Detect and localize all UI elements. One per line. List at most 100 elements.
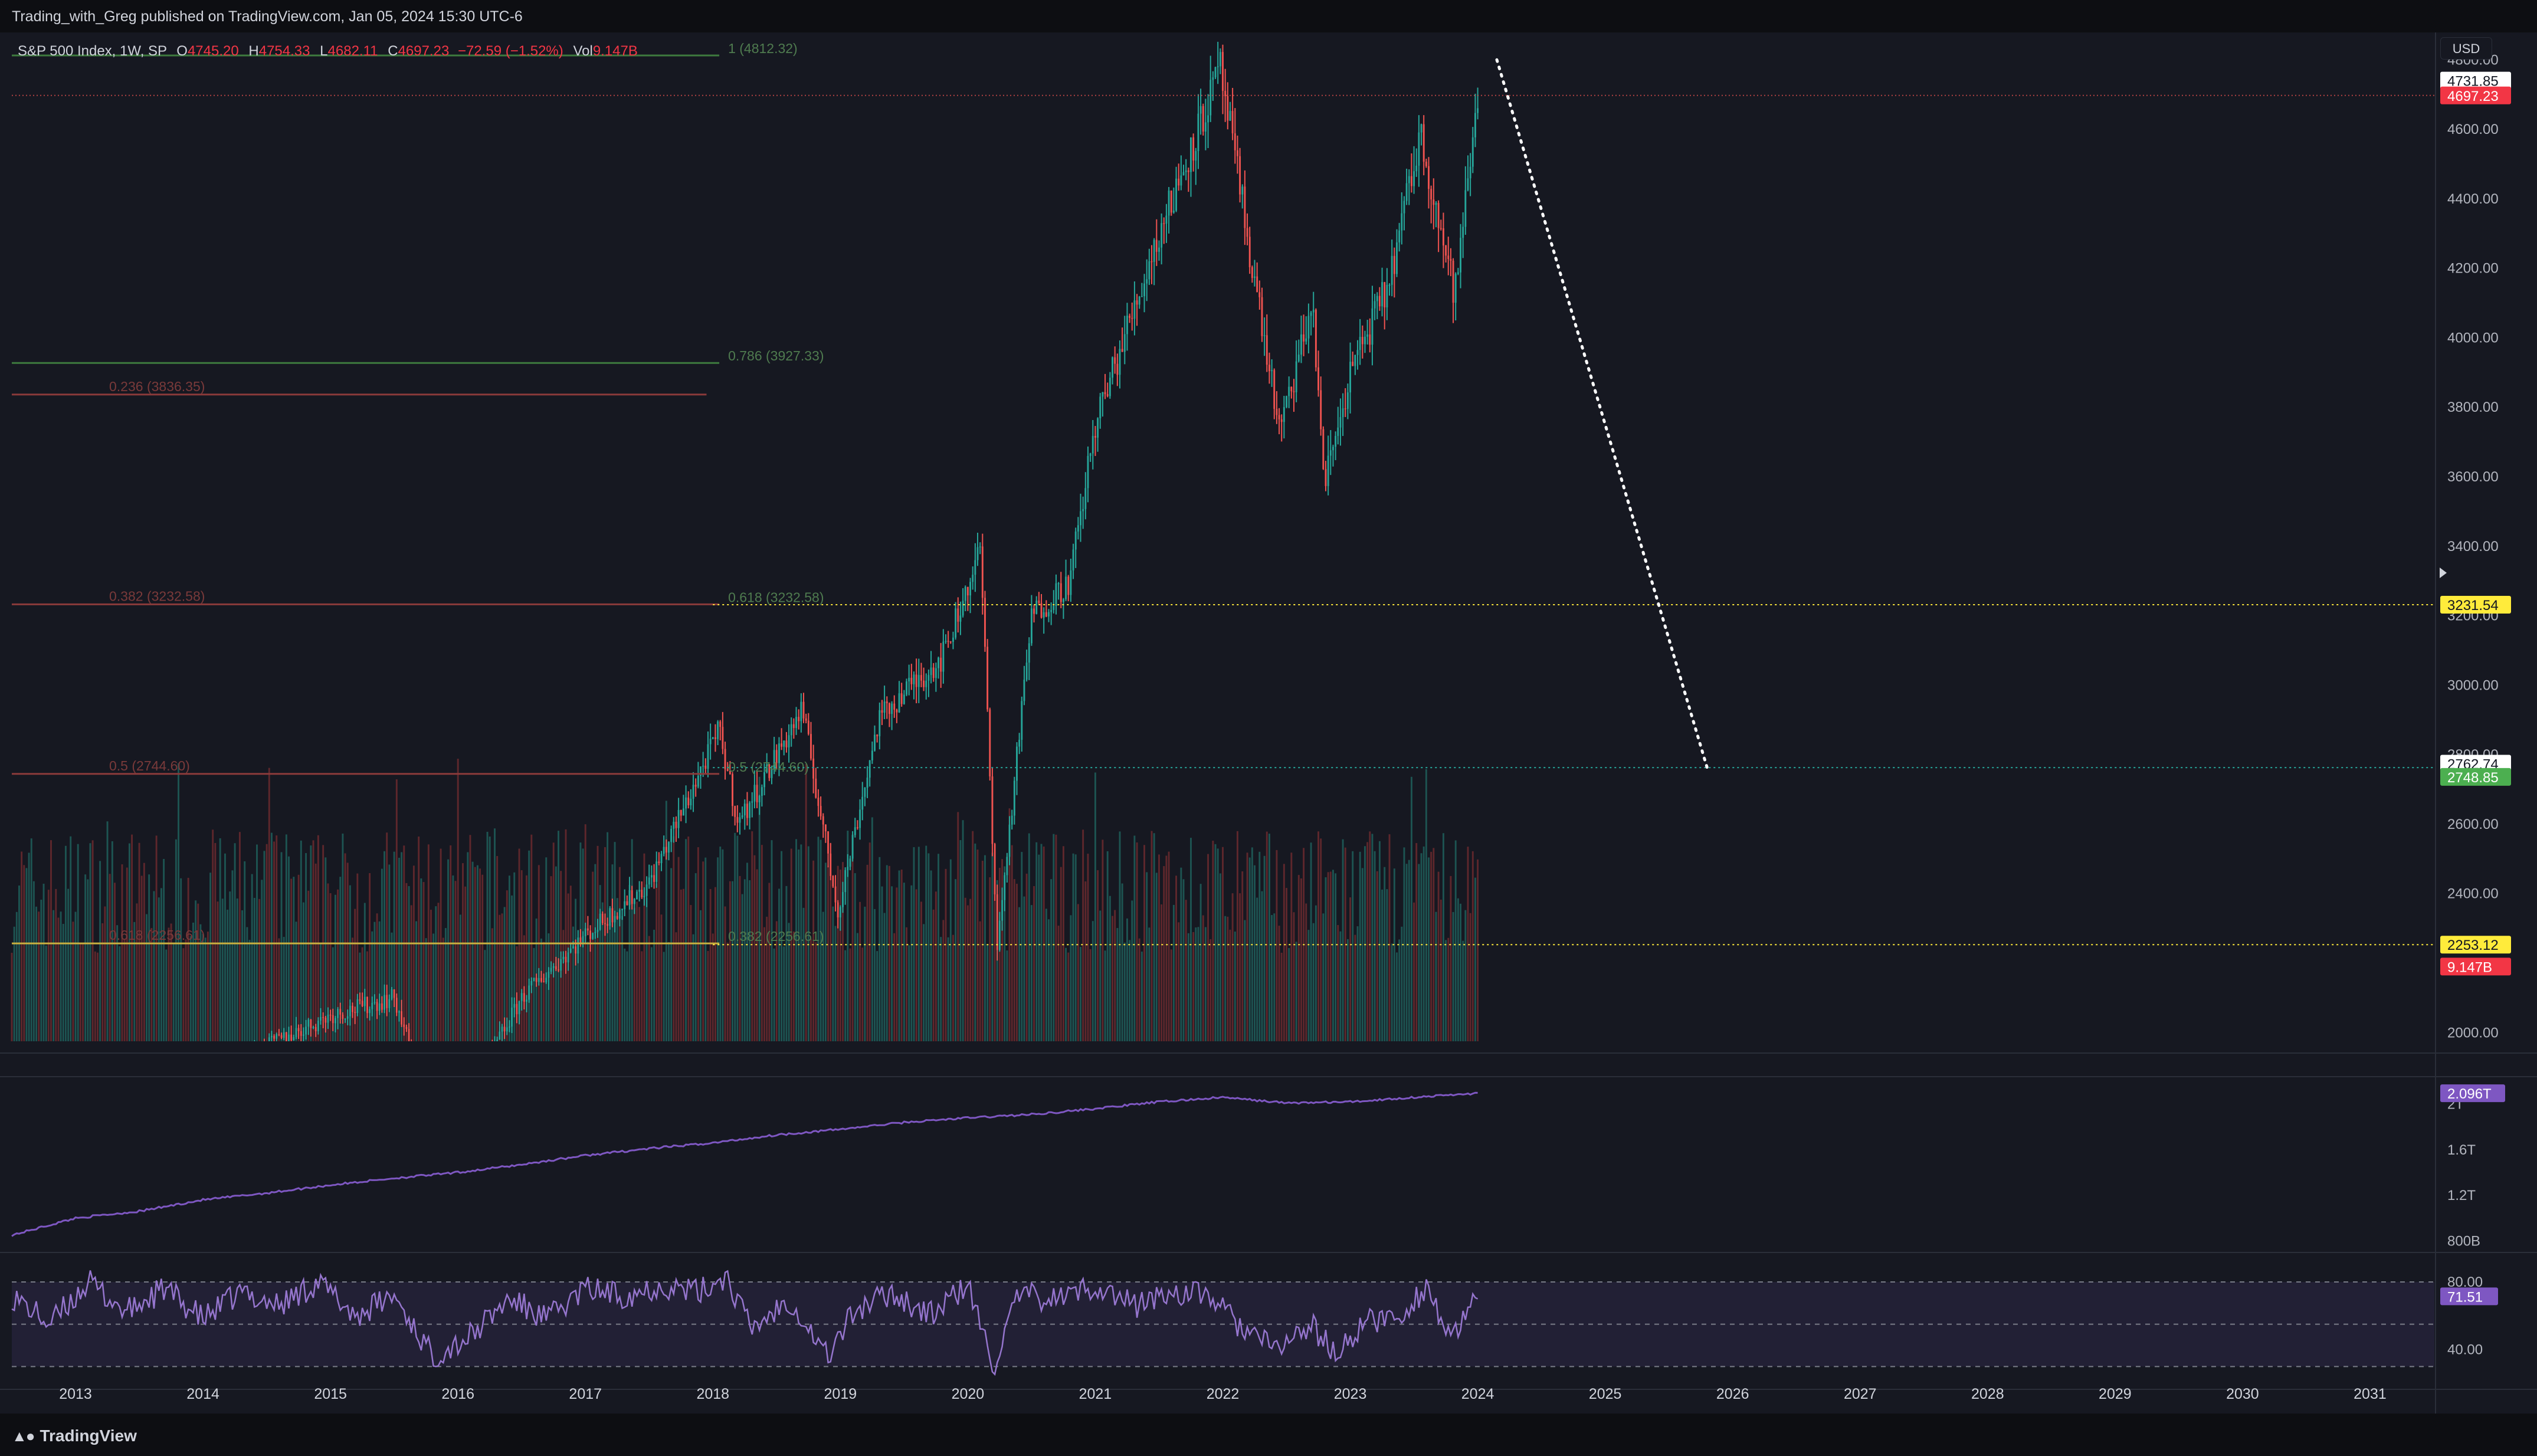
volume-bar xyxy=(1445,940,1447,1041)
volume-bar xyxy=(101,923,104,1041)
volume-bar xyxy=(454,881,457,1041)
candle-body xyxy=(584,928,586,936)
volume-bar xyxy=(197,903,199,1041)
volume-bar xyxy=(1038,854,1040,1041)
candle-body xyxy=(714,737,716,739)
volume-bar xyxy=(401,852,403,1041)
candle-body xyxy=(1329,450,1332,456)
volume-bar xyxy=(1161,904,1163,1041)
candle-body xyxy=(771,769,773,778)
volume-bar xyxy=(1300,878,1302,1041)
volume-bar xyxy=(917,847,920,1041)
candle-body xyxy=(658,861,660,864)
candle-body xyxy=(285,1032,287,1041)
candle-body xyxy=(302,1034,304,1036)
candle-body xyxy=(526,999,527,1002)
volume-bar xyxy=(932,909,935,1041)
candle-body xyxy=(537,978,540,982)
chart-svg[interactable]: 1 (4812.32) 0.786 (3927.33) 0.618 (3232.58… xyxy=(0,32,2537,1414)
candle-body xyxy=(874,734,876,751)
volume-bar xyxy=(217,901,219,1041)
volume-bar xyxy=(925,845,927,1041)
volume-bar xyxy=(964,897,966,1041)
volume-bar xyxy=(317,835,319,1041)
volume-bar xyxy=(263,851,266,1041)
candle-body xyxy=(903,694,905,704)
volume-bar xyxy=(1119,831,1121,1041)
volume-bar xyxy=(1180,867,1182,1041)
candle-body xyxy=(1454,274,1457,303)
tradingview-logo[interactable]: ▲● TradingView xyxy=(12,1427,137,1445)
volume-bar xyxy=(575,898,577,1041)
candle-body xyxy=(1393,255,1395,274)
volume-bar xyxy=(743,879,746,1041)
volume-bar xyxy=(636,901,638,1041)
time-axis-tick: 2016 xyxy=(441,1386,474,1402)
volume-bar xyxy=(467,852,469,1041)
symbol-name[interactable]: S&P 500 Index, 1W, SP xyxy=(18,43,167,59)
candle-body xyxy=(673,821,675,829)
volume-bar xyxy=(891,886,893,1041)
candle-body xyxy=(868,760,871,778)
volume-bar xyxy=(94,951,96,1041)
volume-bar xyxy=(621,916,624,1041)
price-axis-tick: 3400.00 xyxy=(2447,539,2499,555)
candle-body xyxy=(565,956,567,963)
volume-bar xyxy=(148,874,150,1041)
volume-bar xyxy=(792,931,795,1041)
volume-bar xyxy=(601,902,604,1041)
price-tag-level: 2253.12 xyxy=(2447,937,2499,953)
volume-bar xyxy=(79,943,81,1041)
candle-body xyxy=(398,1011,400,1013)
chart-area[interactable]: 1 (4812.32) 0.786 (3927.33) 0.618 (3232.58… xyxy=(0,32,2537,1414)
volume-bar xyxy=(920,901,922,1041)
volume-bar xyxy=(1413,902,1415,1041)
candle-body xyxy=(391,989,393,999)
volume-bar xyxy=(694,873,697,1041)
volume-bar xyxy=(844,950,847,1041)
volume-bar xyxy=(653,929,655,1041)
volume-bar xyxy=(888,865,890,1041)
candle-body xyxy=(1087,455,1089,488)
volume-bar xyxy=(1415,843,1418,1041)
volume-bar xyxy=(528,850,530,1041)
volume-bar xyxy=(854,873,856,1041)
volume-bar xyxy=(1199,884,1202,1041)
volume-bar xyxy=(155,835,158,1041)
candle-body xyxy=(1094,435,1096,438)
volume-bar xyxy=(1060,867,1062,1041)
volume-bar xyxy=(481,874,484,1041)
candle-body xyxy=(766,764,768,773)
volume-bar xyxy=(1349,897,1352,1041)
candle-body xyxy=(1143,283,1145,297)
volume-bar xyxy=(339,877,342,1041)
volume-bar xyxy=(749,880,751,1041)
volume-bar xyxy=(692,934,694,1041)
volume-bar xyxy=(668,942,670,1041)
volume-bar xyxy=(121,864,123,1041)
currency-button[interactable]: USD xyxy=(2440,37,2492,60)
obv-line xyxy=(11,1091,1478,1237)
candle-body xyxy=(384,995,385,1010)
candle-body xyxy=(690,798,692,806)
volume-bar xyxy=(898,870,900,1041)
volume-bar xyxy=(739,875,741,1041)
candle-body xyxy=(1271,370,1273,372)
candle-body xyxy=(528,985,530,1000)
price-tag-level-bg xyxy=(2440,768,2511,786)
candle-body xyxy=(847,867,849,870)
change-value: −72.59 (−1.52%) xyxy=(457,43,563,59)
volume-bar xyxy=(1344,847,1346,1041)
volume-bar xyxy=(1182,879,1185,1041)
volume-bar xyxy=(1320,838,1322,1041)
volume-bar xyxy=(1146,872,1148,1041)
candle-body xyxy=(1418,132,1420,166)
candle-body xyxy=(555,966,557,970)
candle-body xyxy=(736,816,739,823)
volume-bar xyxy=(332,947,334,1041)
volume-bar xyxy=(915,889,917,1041)
volume-bar xyxy=(879,857,881,1041)
volume-bar xyxy=(775,921,778,1041)
volume-bar xyxy=(386,832,388,1041)
candle-body xyxy=(1030,608,1032,644)
